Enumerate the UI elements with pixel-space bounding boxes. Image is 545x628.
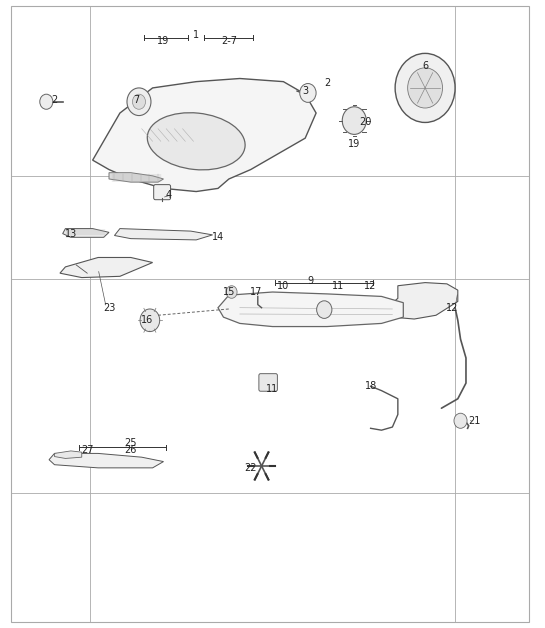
Circle shape: [454, 413, 467, 428]
Text: 2-7: 2-7: [221, 36, 237, 46]
Text: 23: 23: [103, 303, 115, 313]
FancyBboxPatch shape: [259, 374, 277, 391]
Text: 11: 11: [267, 384, 278, 394]
Text: 11: 11: [332, 281, 344, 291]
Text: 2: 2: [324, 78, 330, 88]
Text: 25: 25: [125, 438, 137, 448]
Text: 27: 27: [81, 445, 93, 455]
PathPatch shape: [387, 283, 458, 319]
PathPatch shape: [114, 229, 213, 240]
Text: 15: 15: [223, 287, 235, 297]
Text: 2: 2: [51, 95, 58, 106]
Text: 12: 12: [446, 303, 458, 313]
Text: 10: 10: [277, 281, 289, 291]
PathPatch shape: [60, 257, 153, 278]
Text: 3: 3: [302, 86, 308, 96]
Circle shape: [40, 94, 53, 109]
Circle shape: [140, 309, 160, 332]
PathPatch shape: [93, 78, 316, 192]
Text: 1: 1: [193, 30, 199, 40]
Circle shape: [127, 88, 151, 116]
Ellipse shape: [147, 112, 245, 170]
Text: 20: 20: [359, 117, 371, 127]
PathPatch shape: [49, 453, 164, 468]
Circle shape: [317, 301, 332, 318]
Text: 13: 13: [65, 229, 77, 239]
Text: 22: 22: [245, 463, 257, 473]
Text: 16: 16: [141, 315, 153, 325]
PathPatch shape: [218, 292, 403, 327]
Text: 6: 6: [422, 61, 428, 71]
Text: 17: 17: [250, 287, 262, 297]
Text: 14: 14: [212, 232, 224, 242]
Circle shape: [300, 84, 316, 102]
Text: 12: 12: [365, 281, 377, 291]
Text: 19: 19: [158, 36, 169, 46]
PathPatch shape: [63, 229, 109, 237]
Text: 7: 7: [133, 95, 140, 106]
Text: 26: 26: [125, 445, 137, 455]
Circle shape: [226, 286, 237, 298]
Text: 21: 21: [468, 416, 480, 426]
Circle shape: [408, 68, 443, 108]
Text: 18: 18: [365, 381, 377, 391]
Circle shape: [132, 94, 146, 109]
Circle shape: [342, 107, 366, 134]
Circle shape: [395, 53, 455, 122]
FancyBboxPatch shape: [154, 185, 171, 200]
Text: 4: 4: [166, 190, 172, 200]
PathPatch shape: [109, 173, 164, 182]
PathPatch shape: [54, 451, 82, 458]
Text: 19: 19: [348, 139, 360, 149]
Text: 9: 9: [307, 276, 314, 286]
